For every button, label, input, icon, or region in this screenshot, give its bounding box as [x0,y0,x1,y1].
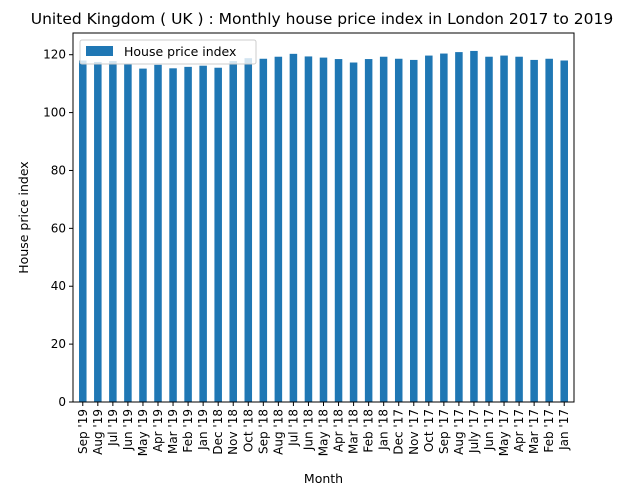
x-tick-label: July '17 [467,409,481,454]
x-tick-label: Jan '19 [196,409,210,451]
x-tick-label: Feb '19 [181,409,195,453]
bar [259,58,268,402]
bar [485,56,493,403]
x-tick-label: Nov '18 [226,409,240,455]
x-tick-label: Apr '19 [151,409,165,452]
x-tick-label: Apr '18 [332,409,346,452]
bar [515,56,523,403]
x-tick-label: Feb '18 [362,409,376,453]
x-tick-label: Nov '17 [407,409,421,455]
x-tick-label: May '17 [497,409,511,456]
bar [304,56,313,402]
bar [199,65,207,403]
chart-title: United Kingdom ( UK ) : Monthly house pr… [31,10,613,28]
x-tick-label: Jan '17 [557,409,571,451]
bar [545,58,553,402]
x-tick-label: May '19 [136,409,150,456]
bar [289,53,298,402]
bar [274,56,283,403]
x-tick-label: Mar '19 [166,409,180,454]
x-tick-label: Aug '17 [452,409,466,455]
x-tick-label: Oct '17 [422,409,436,452]
bar [79,60,87,403]
legend-label: House price index [124,44,236,59]
bar [364,59,373,402]
bar [440,53,448,402]
x-tick-label: Jun '19 [121,409,135,451]
bar [455,52,463,403]
bar [500,55,508,402]
x-tick-label: Jun '17 [482,409,496,451]
bar [94,61,102,403]
legend-swatch [86,46,113,56]
legend-box [79,39,257,65]
x-tick-label: Dec '17 [392,409,406,455]
x-tick-label: May '18 [317,409,331,456]
bar [349,62,358,403]
bar [124,63,132,402]
x-axis: Sep '19 Aug '19 Jul '19 Jun '19 May '19 Apr '… [76,402,571,456]
x-tick-label: Dec '18 [211,409,225,455]
bar [244,58,253,402]
y-tick-label: 20 [51,337,66,351]
x-tick-label: Mar '18 [347,409,361,454]
x-tick-label: Mar '17 [527,409,541,454]
y-tick-label: 120 [43,48,66,62]
bar [139,68,147,402]
bar [229,61,237,403]
x-tick-label: Aug '19 [91,409,105,455]
bar [470,50,478,402]
x-tick-label: Sep '19 [76,409,90,454]
bars-group [79,50,568,403]
bar [319,57,328,402]
x-tick-label: Jul '19 [106,409,120,447]
x-tick-label: Sep '18 [256,409,270,454]
x-axis-label: Month [304,471,343,486]
bar [154,64,162,402]
x-tick-label: Apr '17 [512,409,526,452]
bar [334,59,343,402]
y-tick-label: 100 [43,106,66,120]
y-tick-label: 60 [51,221,66,235]
x-tick-label: Jul '18 [286,409,300,447]
x-tick-label: Oct '18 [241,409,255,452]
bar [184,66,192,402]
bar [425,55,433,402]
y-axis-label: House price index [16,161,31,273]
y-tick-label: 80 [51,163,66,177]
legend: House price index [79,39,257,65]
x-tick-label: Jan '18 [377,409,391,451]
bar [169,68,177,403]
x-tick-label: Aug '18 [271,409,285,455]
y-tick-label: 40 [51,279,66,293]
bar [109,61,117,403]
bar [379,56,388,403]
x-tick-label: Feb '17 [542,409,556,453]
bar [214,67,222,403]
y-axis: 0 20 40 60 80 100 120 [43,48,73,409]
y-tick-label: 0 [58,395,66,409]
bar [410,59,418,403]
bar [560,60,568,403]
x-tick-label: Sep '17 [437,409,451,454]
x-tick-label: Jun '18 [301,409,315,451]
bar [530,59,538,403]
bar [394,58,403,402]
